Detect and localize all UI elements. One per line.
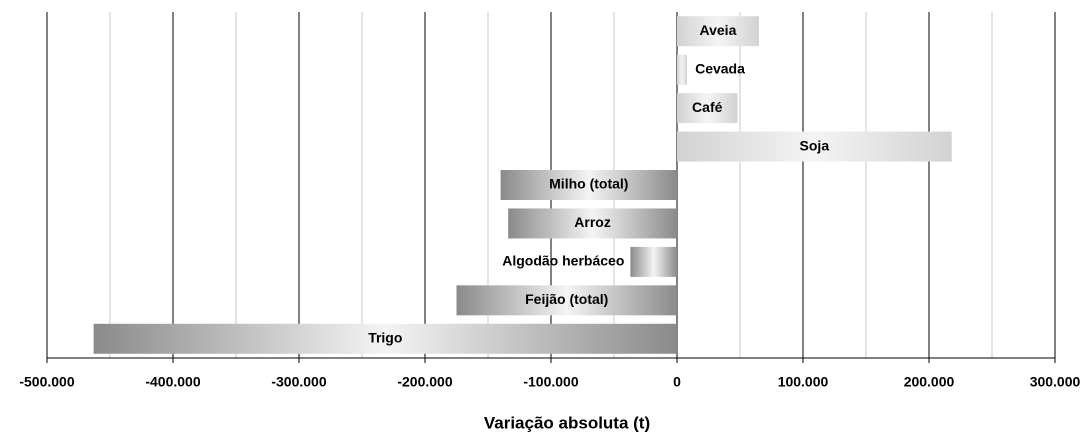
bar-label: Milho (total)	[549, 176, 628, 192]
bar	[500, 170, 677, 200]
x-tick-label: -200.000	[397, 374, 452, 390]
x-tick-label: -100.000	[523, 374, 578, 390]
x-tick-label: -500.000	[19, 374, 74, 390]
bar	[508, 208, 677, 239]
bar-label: Soja	[800, 137, 830, 153]
bar	[630, 246, 677, 277]
bar	[677, 93, 738, 124]
bar	[677, 131, 952, 162]
x-axis-title: Variação absoluta (t)	[484, 413, 650, 432]
x-tick-label: -400.000	[145, 374, 200, 390]
x-tick-label: 100.000	[778, 374, 829, 390]
bar	[677, 54, 688, 85]
x-tick-label: 300.000	[1030, 374, 1081, 390]
x-tick-label: -300.000	[271, 374, 326, 390]
bar-label: Arroz	[574, 214, 611, 230]
bar	[93, 323, 678, 354]
bar-label: Feijão (total)	[525, 291, 608, 307]
x-tick-label: 0	[673, 374, 681, 390]
bar-label: Café	[692, 99, 723, 115]
bar-label: Trigo	[368, 329, 402, 345]
bar	[456, 285, 677, 316]
bar-label: Aveia	[700, 22, 737, 38]
bar	[677, 16, 759, 47]
x-tick-label: 200.000	[904, 374, 955, 390]
bar-label: Algodão herbáceo	[502, 253, 624, 269]
bar-label: Cevada	[695, 60, 745, 76]
